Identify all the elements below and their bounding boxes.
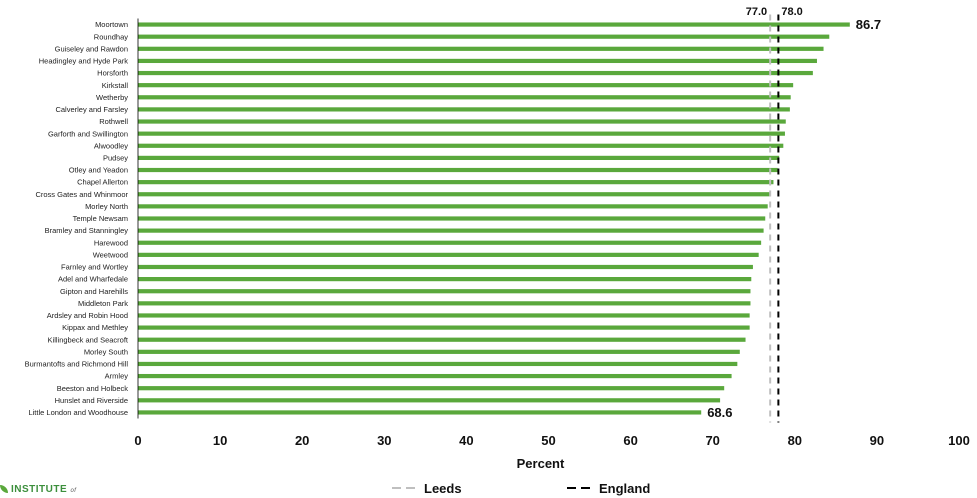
bar	[138, 204, 768, 209]
legend: Leeds England	[392, 481, 650, 496]
bar	[138, 167, 778, 173]
bar	[138, 192, 771, 197]
bar	[138, 325, 750, 330]
leaf-icon	[0, 485, 8, 494]
bar	[138, 337, 746, 342]
x-tick-label: 100	[948, 433, 970, 448]
x-tick-label: 30	[377, 433, 391, 448]
reference-label-england: 78.0	[781, 6, 802, 18]
bar	[138, 398, 721, 403]
x-tick-label: 40	[459, 433, 473, 448]
legend-label-leeds: Leeds	[424, 481, 462, 496]
category-label: Alwoodley	[94, 141, 128, 150]
category-label: Roundhay	[94, 32, 128, 41]
x-tick-label: 20	[295, 433, 309, 448]
category-label: Middleton Park	[78, 299, 128, 308]
category-label: Hunslet and Riverside	[55, 396, 128, 405]
category-label: Morley North	[85, 202, 128, 211]
value-label: 68.6	[707, 405, 732, 420]
category-label: Wetherby	[96, 93, 128, 102]
x-tick-label: 50	[541, 433, 555, 448]
bar	[138, 131, 785, 136]
category-label: Armley	[105, 372, 129, 381]
bar	[138, 34, 830, 39]
bar	[138, 264, 753, 270]
logo-suffix: of	[70, 488, 77, 494]
category-label: Moortown	[95, 20, 128, 29]
category-label: Guiseley and Rawdon	[55, 44, 128, 53]
category-label: Farnley and Wortley	[61, 263, 128, 272]
value-label: 86.7	[856, 17, 881, 32]
category-label: Kippax and Methley	[62, 323, 128, 332]
bar	[138, 95, 791, 100]
bar	[138, 410, 702, 415]
category-label: Ardsley and Robin Hood	[47, 311, 128, 320]
bar	[138, 361, 738, 367]
category-label: Little London and Woodhouse	[28, 408, 128, 417]
bar	[138, 349, 740, 354]
bar	[138, 180, 774, 185]
category-label: Morley South	[84, 347, 128, 356]
x-tick-label: 90	[870, 433, 884, 448]
category-label: Rothwell	[99, 117, 128, 126]
bar	[138, 46, 824, 51]
bar	[138, 252, 759, 257]
category-label: Beeston and Holbeck	[57, 384, 129, 393]
bar	[138, 289, 751, 294]
x-tick-label: 80	[788, 433, 802, 448]
category-label: Chapel Allerton	[77, 178, 128, 187]
category-label: Calverley and Farsley	[55, 105, 128, 114]
institute-logo: INSTITUTE of	[0, 484, 76, 495]
category-label: Gipton and Harehills	[60, 287, 128, 296]
bar	[138, 386, 725, 391]
x-tick-label: 70	[705, 433, 719, 448]
category-label: Headingley and Hyde Park	[39, 57, 128, 66]
bar	[138, 313, 750, 318]
bar	[138, 58, 817, 64]
logo-text: INSTITUTE	[11, 484, 68, 495]
category-label: Adel and Wharfedale	[58, 275, 128, 284]
bar	[138, 70, 813, 76]
x-tick-label: 60	[623, 433, 637, 448]
category-label: Pudsey	[103, 153, 128, 162]
bar	[138, 119, 786, 124]
category-label: Cross Gates and Whinmoor	[35, 190, 128, 199]
category-label: Otley and Yeadon	[69, 166, 128, 175]
bar	[138, 22, 850, 27]
reference-label-leeds: 77.0	[746, 6, 767, 18]
category-label: Killingbeck and Seacroft	[48, 335, 129, 344]
category-label: Burmantofts and Richmond Hill	[25, 360, 129, 369]
category-label: Weetwood	[93, 250, 128, 259]
bar	[138, 83, 794, 88]
x-tick-label: 10	[213, 433, 227, 448]
bar	[138, 143, 784, 148]
bar	[138, 301, 751, 306]
bar	[138, 107, 790, 112]
category-label: Kirkstall	[102, 81, 129, 90]
bar	[138, 277, 752, 282]
bar	[138, 373, 732, 379]
bar	[138, 240, 762, 245]
category-label: Horsforth	[97, 69, 128, 78]
x-axis-title: Percent	[517, 456, 565, 471]
category-label: Garforth and Swillington	[48, 129, 128, 138]
legend-label-england: England	[599, 481, 650, 496]
category-label: Harewood	[94, 238, 128, 247]
category-label: Temple Newsam	[73, 214, 128, 223]
bar	[138, 155, 780, 160]
x-tick-label: 0	[134, 433, 141, 448]
bar	[138, 228, 764, 233]
category-label: Bramley and Stanningley	[45, 226, 129, 235]
bar	[138, 216, 766, 221]
